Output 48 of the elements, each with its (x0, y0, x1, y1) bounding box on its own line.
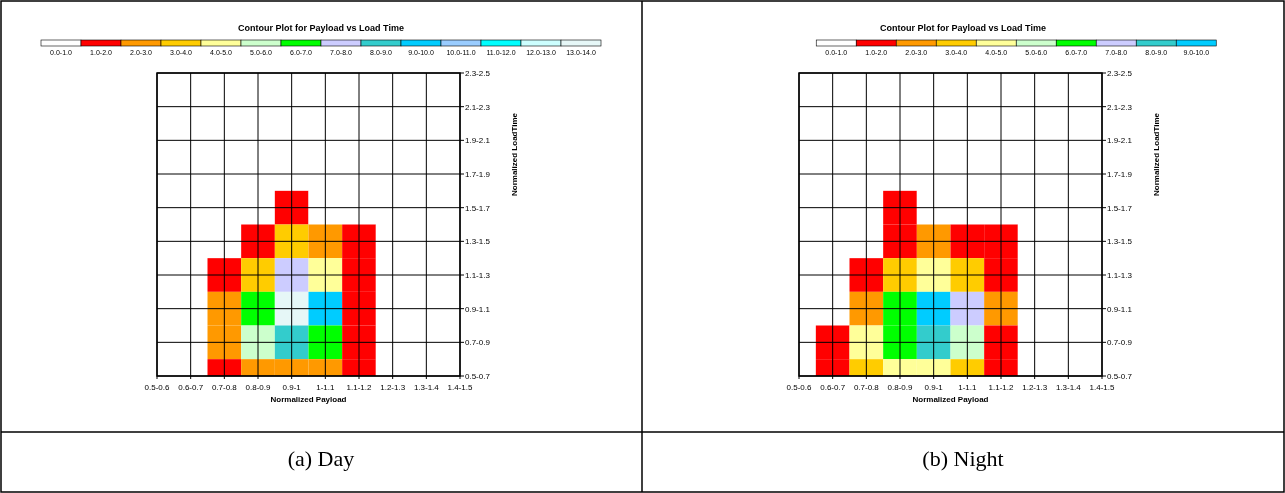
y-tick-label: 1.9-2.1 (1107, 136, 1133, 146)
y-axis-title: Normalized LoadTime (1152, 112, 1161, 196)
y-tick-label: 0.7-0.9 (465, 338, 491, 348)
text: (b) Night (922, 446, 1004, 471)
x-tick-label: 0.6-0.7 (178, 383, 204, 392)
y-tick-label: 2.1-2.3 (1107, 102, 1133, 112)
y-tick-label: 1.3-1.5 (1107, 237, 1133, 247)
x-tick-label: 1-1.1 (316, 383, 335, 392)
x-tick-label: 1.4-1.5 (447, 383, 473, 392)
x-tick-label: 0.5-0.6 (144, 383, 170, 392)
y-tick-label: 0.9-1.1 (465, 304, 491, 314)
x-tick-label: 1.2-1.3 (1022, 383, 1048, 392)
x-tick-label: 0.7-0.8 (211, 383, 238, 392)
x-tick-label: 0.7-0.8 (853, 383, 880, 392)
y-tick-label: 1.9-2.1 (465, 136, 491, 146)
y-tick-label: 1.5-1.7 (1107, 203, 1133, 213)
x-tick-label: 1.1-1.2 (988, 383, 1014, 392)
y-tick-label: 0.5-0.7 (465, 372, 491, 381)
x-tick-label: 0.8-0.9 (887, 383, 913, 392)
chart-title: Contour Plot for Payload vs Load Time (238, 23, 404, 33)
y-tick-label: 0.7-0.9 (1107, 338, 1133, 348)
y-tick-label: 1.3-1.5 (465, 237, 491, 247)
y-axis-title: Normalized LoadTime (510, 112, 519, 196)
x-axis-title: Normalized Payload (270, 395, 347, 404)
x-tick-label: 0.8-0.9 (245, 383, 271, 392)
y-tick-label: 2.1-2.3 (465, 102, 491, 112)
y-tick-label: 2.3-2.5 (465, 69, 491, 78)
x-tick-label: 1.3-1.4 (1055, 383, 1082, 392)
y-tick-label: 0.9-1.1 (1107, 304, 1133, 314)
x-tick-label: 0.6-0.7 (820, 383, 846, 392)
x-tick-label: 0.9-1 (282, 383, 302, 392)
y-tick-label: 1.7-1.9 (1107, 170, 1133, 179)
y-tick-label: 0.5-0.7 (1107, 372, 1133, 381)
chart-title: Contour Plot for Payload vs Load Time (880, 23, 1046, 33)
y-tick-label: 1.1-1.3 (465, 271, 491, 280)
y-tick-label: 1.7-1.9 (465, 170, 491, 179)
text: (a) Day (287, 446, 355, 471)
x-axis-title: Normalized Payload (912, 395, 989, 404)
y-tick-label: 1.5-1.7 (465, 203, 491, 213)
x-tick-label: 1.1-1.2 (346, 383, 372, 392)
x-tick-label: 0.9-1 (924, 383, 944, 392)
x-tick-label: 1.4-1.5 (1089, 383, 1115, 392)
y-tick-label: 2.3-2.5 (1107, 69, 1133, 78)
x-tick-label: 1-1.1 (958, 383, 977, 392)
y-tick-label: 1.1-1.3 (1107, 271, 1133, 280)
x-tick-label: 1.2-1.3 (380, 383, 406, 392)
x-tick-label: 1.3-1.4 (413, 383, 440, 392)
x-tick-label: 0.5-0.6 (786, 383, 812, 392)
